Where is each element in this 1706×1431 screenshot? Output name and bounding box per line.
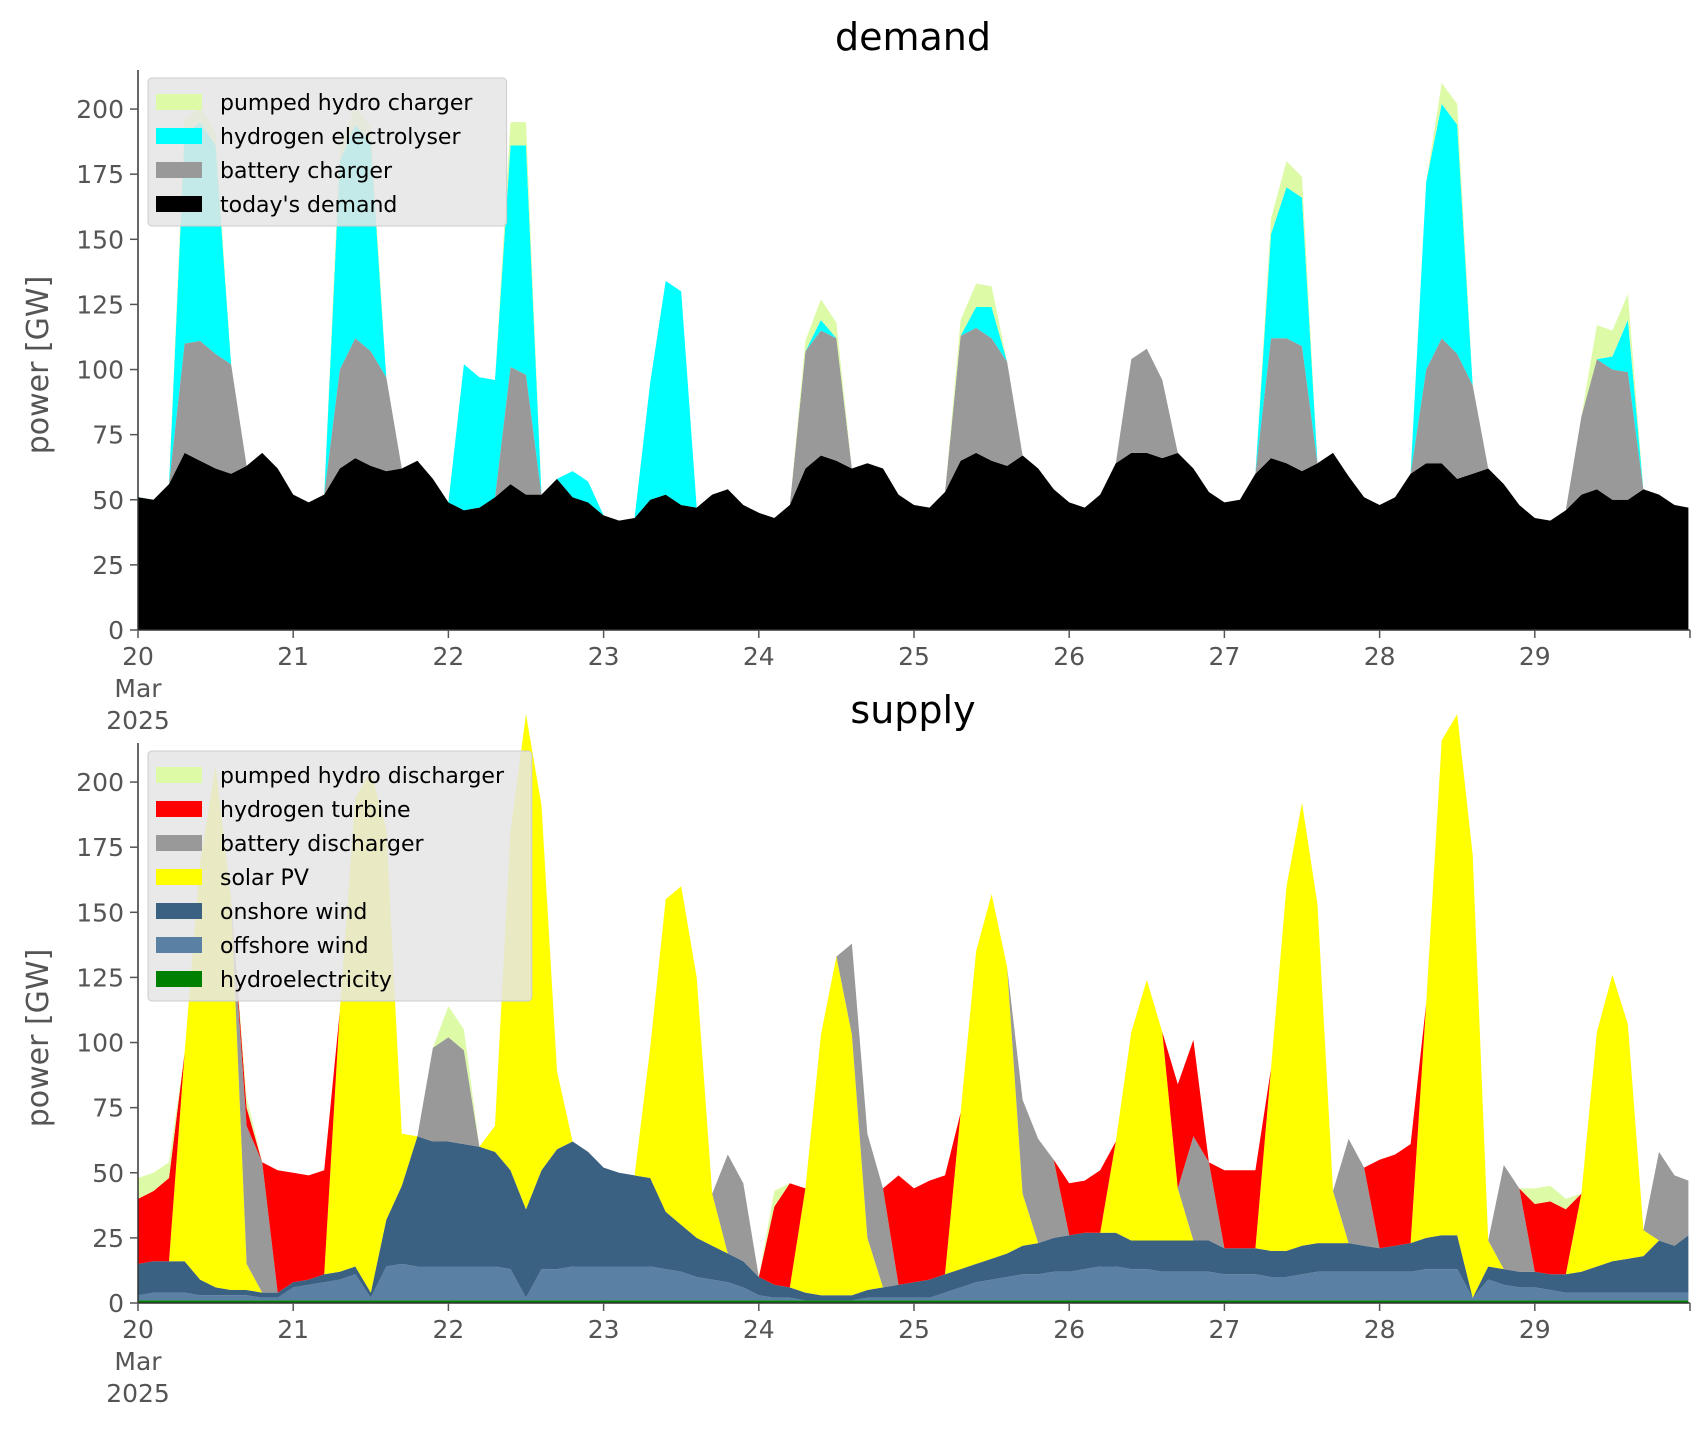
demand-x-tick-label: 24 — [743, 642, 775, 671]
supply-legend-swatch-hydrogen-turbine — [156, 801, 202, 817]
demand-x-tick-label: 23 — [588, 642, 620, 671]
demand-x-tick-label: 22 — [432, 642, 464, 671]
supply-ylabel: power [GW] — [21, 949, 56, 1128]
supply-legend-label: solar PV — [220, 866, 309, 891]
supply-legend-label: hydrogen turbine — [220, 798, 411, 823]
demand-area-pumped-hydro-charger — [138, 83, 1689, 521]
supply-y-tick-label: 150 — [76, 898, 124, 927]
supply-y-tick-label: 50 — [92, 1159, 124, 1188]
supply-legend-label: pumped hydro discharger — [220, 764, 505, 789]
supply-axes: 0 25 50 75 100 125 150 175 200 20 21 22 23 24 25 26 27 28… — [76, 743, 1691, 1408]
supply-legend-label: offshore wind — [220, 934, 369, 959]
supply-legend-swatch-pumped-hydro-discharger — [156, 767, 202, 783]
supply-legend-swatch-hydroelectricity — [156, 971, 202, 987]
supply-legend-swatch-onshore-wind — [156, 903, 202, 919]
supply-x-tick-sublabel: 2025 — [106, 1379, 170, 1408]
supply-legend-box — [147, 750, 533, 1002]
demand-x-tick-label: 28 — [1364, 642, 1396, 671]
demand-legend-label: today's demand — [220, 193, 397, 218]
supply-y-tick-label: 25 — [92, 1224, 124, 1253]
supply-legend-label: battery discharger — [220, 832, 425, 857]
demand-x-tick-label: 27 — [1208, 642, 1240, 671]
supply-legend-label: hydroelectricity — [220, 968, 392, 993]
demand-area-hydrogen-electrolyser — [138, 103, 1689, 521]
demand-x-tick-label: 25 — [898, 642, 930, 671]
supply-x-tick-label: 26 — [1053, 1315, 1085, 1344]
demand-y-tick-label: 0 — [108, 616, 124, 645]
supply-y-tick-label: 125 — [76, 963, 124, 992]
supply-legend-swatch-offshore-wind — [156, 937, 202, 953]
supply-y-tick-label: 200 — [76, 768, 124, 797]
supply-x-tick-label: 23 — [588, 1315, 620, 1344]
demand-title: demand — [835, 15, 991, 59]
supply-area-onshore-wind — [138, 1136, 1689, 1301]
demand-legend-label: battery charger — [220, 159, 393, 184]
demand-legend-swatch-today-s-demand — [156, 196, 202, 212]
supply-legend-swatch-battery-discharger — [156, 835, 202, 851]
demand-axes: 0 25 50 75 100 125 150 175 200 20 21 22 23 24 25 26 27 28… — [76, 70, 1691, 735]
demand-legend-label: hydrogen electrolyser — [220, 125, 461, 150]
demand-x-tick-label: 20 — [122, 642, 154, 671]
supply-y-tick-label: 100 — [76, 1029, 124, 1058]
supply-x-tick-label: 27 — [1208, 1315, 1240, 1344]
supply-title: supply — [850, 688, 975, 732]
demand-y-tick-label: 200 — [76, 95, 124, 124]
demand-y-tick-label: 100 — [76, 356, 124, 385]
demand-legend-label: pumped hydro charger — [220, 91, 473, 116]
supply-x-tick-label: 24 — [743, 1315, 775, 1344]
supply-panel: supply power [GW] 0 25 50 75 100 125 150 175 200… — [21, 688, 1691, 1408]
demand-y-tick-label: 125 — [76, 290, 124, 319]
demand-x-tick-label: 29 — [1519, 642, 1551, 671]
demand-x-tick-sublabel: Mar — [114, 674, 162, 703]
demand-y-tick-label: 175 — [76, 160, 124, 189]
demand-y-tick-label: 25 — [92, 551, 124, 580]
supply-y-tick-label: 75 — [92, 1094, 124, 1123]
supply-y-tick-label: 0 — [108, 1289, 124, 1318]
demand-x-tick-label: 21 — [277, 642, 309, 671]
supply-x-tick-label: 21 — [277, 1315, 309, 1344]
supply-y-tick-label: 175 — [76, 833, 124, 862]
demand-area-today-s-demand — [138, 452, 1689, 630]
demand-area-battery-charger — [138, 327, 1689, 521]
demand-legend-swatch-battery-charger — [156, 162, 202, 178]
supply-x-tick-label: 20 — [122, 1315, 154, 1344]
demand-x-tick-sublabel: 2025 — [106, 706, 170, 735]
supply-x-tick-label: 25 — [898, 1315, 930, 1344]
demand-ylabel: power [GW] — [21, 276, 56, 455]
supply-area-offshore-wind — [138, 1263, 1689, 1301]
demand-legend-box — [147, 77, 508, 227]
demand-x-tick-label: 26 — [1053, 642, 1085, 671]
demand-legend-swatch-hydrogen-electrolyser — [156, 128, 202, 144]
supply-legend-label: onshore wind — [220, 900, 367, 925]
supply-legend: pumped hydro discharger hydrogen turbine b… — [147, 750, 533, 1002]
demand-legend: pumped hydro charger hydrogen electrolyse… — [147, 77, 508, 227]
demand-y-tick-label: 75 — [92, 421, 124, 450]
demand-panel: demand power [GW] 0 25 50 75 100 125 150 175 200… — [21, 15, 1691, 735]
demand-y-tick-label: 150 — [76, 225, 124, 254]
supply-legend-swatch-solar-pv — [156, 869, 202, 885]
supply-x-tick-label: 28 — [1364, 1315, 1396, 1344]
demand-y-tick-label: 50 — [92, 486, 124, 515]
supply-x-tick-sublabel: Mar — [114, 1347, 162, 1376]
supply-x-tick-label: 29 — [1519, 1315, 1551, 1344]
supply-area-hydrogen-turbine — [138, 714, 1689, 1293]
demand-legend-swatch-pumped-hydro-charger — [156, 94, 202, 110]
demand-areas — [138, 83, 1689, 630]
supply-x-tick-label: 22 — [432, 1315, 464, 1344]
